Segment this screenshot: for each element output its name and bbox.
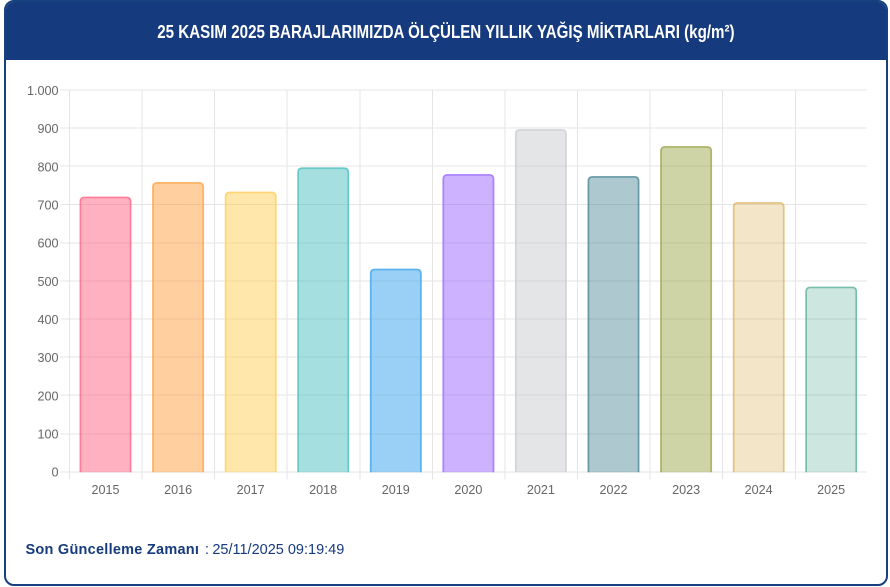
svg-text:300: 300 [37, 351, 58, 365]
svg-text:2016: 2016 [164, 483, 192, 497]
svg-text:900: 900 [37, 122, 58, 136]
svg-text:0: 0 [51, 466, 58, 480]
svg-text:2021: 2021 [527, 483, 555, 497]
svg-text:2020: 2020 [454, 483, 482, 497]
svg-text:600: 600 [37, 237, 58, 251]
svg-text:700: 700 [37, 198, 58, 212]
svg-text:1.000: 1.000 [27, 84, 59, 98]
svg-text:2019: 2019 [382, 483, 410, 497]
svg-text:2022: 2022 [599, 483, 627, 497]
svg-text:500: 500 [37, 275, 58, 289]
svg-text:100: 100 [37, 428, 58, 442]
svg-text:2015: 2015 [91, 483, 119, 497]
svg-text:400: 400 [37, 313, 58, 327]
svg-text:200: 200 [37, 389, 58, 403]
svg-text:2018: 2018 [309, 483, 337, 497]
svg-text:2024: 2024 [745, 483, 773, 497]
svg-text:800: 800 [37, 160, 58, 174]
svg-text:2023: 2023 [672, 483, 700, 497]
svg-text:2025: 2025 [817, 483, 845, 497]
svg-text:2017: 2017 [237, 483, 265, 497]
